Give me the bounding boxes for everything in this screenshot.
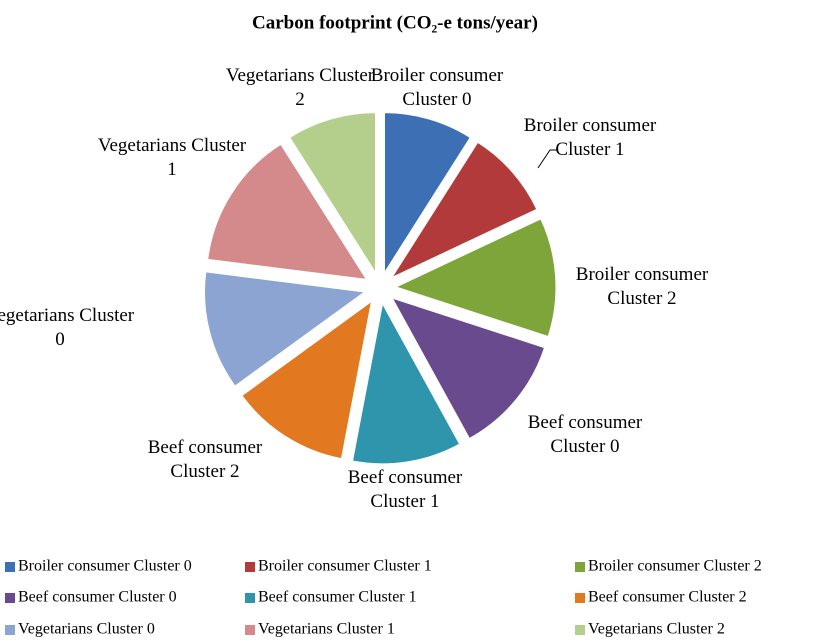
pie-slice [204, 271, 366, 387]
legend-label: Broiler consumer Cluster 0 [18, 558, 192, 575]
pie-slice [207, 143, 368, 281]
slice-label: Broiler consumer Cluster 0 [370, 65, 504, 110]
slice-label: Broiler consumer Cluster 1 [523, 115, 657, 160]
legend-label: Broiler consumer Cluster 1 [258, 558, 432, 575]
legend-swatch [5, 562, 15, 572]
legend-label: Broiler consumer Cluster 2 [588, 558, 762, 575]
legend-swatch [245, 562, 255, 572]
legend-swatch [5, 593, 15, 603]
pie-slice [391, 297, 546, 440]
legend-swatch [575, 625, 585, 635]
pie-slice [383, 112, 471, 275]
chart-title: Carbon footprint (CO₂-e tons/year) [252, 12, 538, 33]
pie-slice [390, 141, 538, 279]
legend-swatch [5, 625, 15, 635]
pie-slice [394, 218, 557, 338]
pie-slice [289, 112, 377, 275]
slice-label: Vegetarians Cluster 1 [97, 135, 247, 180]
slice-label: Beef consumer Cluster 1 [347, 467, 463, 512]
legend-swatch [245, 625, 255, 635]
legend-label: Vegetarians Cluster 0 [18, 621, 155, 638]
slice-label: Vegetarians Cluster 2 [225, 65, 375, 110]
leader-line [537, 149, 558, 169]
legend-label: Vegetarians Cluster 1 [258, 621, 395, 638]
legend-swatch [575, 562, 585, 572]
legend-swatch [575, 593, 585, 603]
slice-label: Broiler consumer Cluster 2 [575, 264, 709, 309]
legend-swatch [245, 593, 255, 603]
legend-label: Beef consumer Cluster 2 [588, 589, 747, 606]
slice-label: Beef consumer Cluster 0 [527, 412, 643, 457]
pie-slice [241, 300, 373, 460]
slice-label: Beef consumer Cluster 2 [147, 437, 263, 482]
pie-slice [351, 302, 461, 465]
legend-label: Vegetarians Cluster 2 [588, 621, 725, 638]
slice-label: Vegetarians Cluster 0 [0, 305, 135, 350]
legend-label: Beef consumer Cluster 1 [258, 589, 417, 606]
legend-label: Beef consumer Cluster 0 [18, 589, 177, 606]
